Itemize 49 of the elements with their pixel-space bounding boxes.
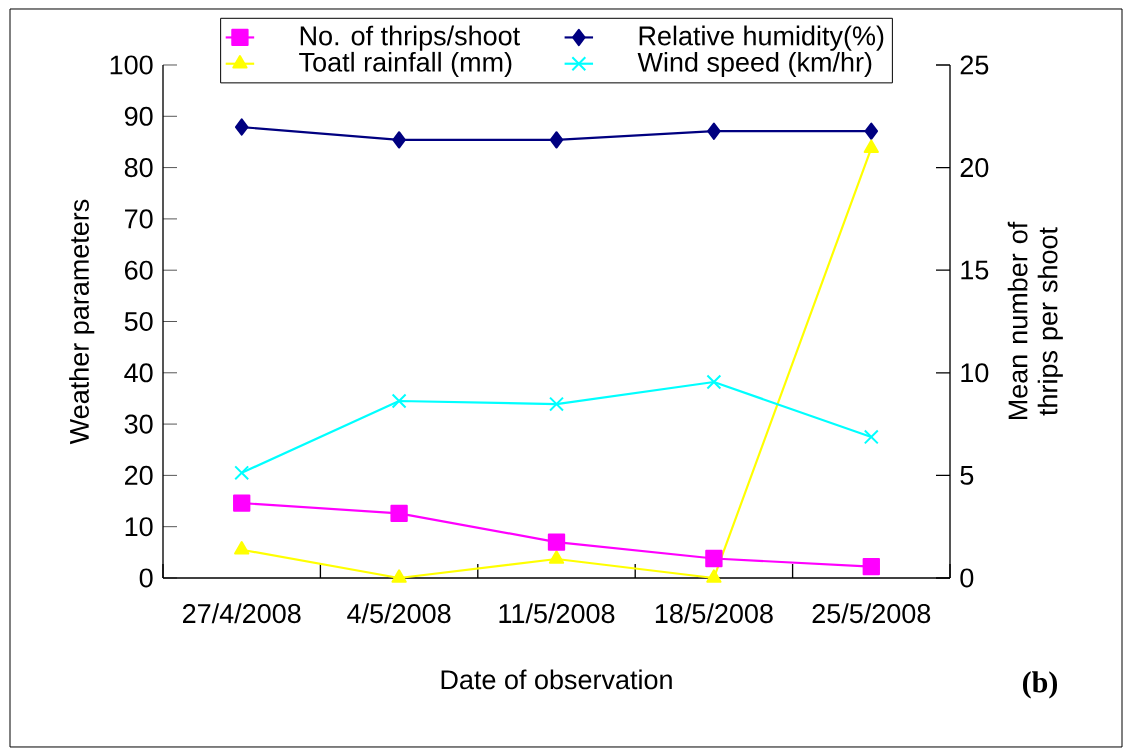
y2-tick-label: 25 (960, 55, 989, 75)
x-tick-label: 11/5/2008 (499, 603, 615, 624)
y-tick-label: 100 (110, 55, 153, 75)
x-tick-label: 27/4/2008 (183, 603, 301, 624)
y-tick-label: 0 (139, 568, 153, 588)
legend-label: No. of thrips/shoot (300, 25, 520, 51)
point (392, 131, 406, 149)
y2-tick-label: 15 (961, 260, 989, 280)
legend-label: Wind speed (km/hr) (637, 51, 872, 78)
point (549, 396, 564, 412)
point (864, 122, 879, 140)
text: (b) (1022, 671, 1058, 699)
y-tick-label: 10 (125, 517, 153, 537)
y-tick-label: 30 (124, 414, 153, 434)
point (863, 429, 879, 445)
point (234, 118, 249, 136)
point (234, 465, 250, 481)
y2-tick-label: 5 (960, 465, 974, 485)
point (391, 393, 407, 409)
x-tick-label: 18/5/2008 (655, 603, 773, 624)
x-axis-title: Date of observation (441, 669, 672, 690)
point (707, 122, 721, 140)
y2-tick-label: 0 (960, 568, 974, 588)
y-tick-label: 60 (125, 260, 153, 280)
x-tick-label: 25/5/2008 (812, 603, 931, 624)
point (862, 558, 880, 576)
y-tick-label: 20 (125, 465, 153, 485)
y2-axis-title: Mean number of thrips per shoot (1007, 221, 1063, 420)
legend-label: Toatl rainfall (mm) (299, 51, 512, 78)
point (706, 569, 722, 583)
x-tick-label: 4/5/2008 (347, 603, 451, 624)
point (705, 549, 723, 568)
point (547, 533, 566, 551)
y-tick-label: 70 (125, 209, 153, 229)
y2-tick-label: 20 (960, 158, 989, 178)
point (234, 541, 250, 555)
point (233, 494, 251, 512)
point (390, 504, 408, 523)
y-axis-title: Weather parameters (69, 199, 95, 445)
y-tick-label: 90 (124, 106, 153, 126)
y-tick-label: 40 (124, 363, 153, 383)
y2-tick-label: 10 (961, 363, 989, 383)
point (549, 131, 564, 149)
point (391, 569, 407, 583)
y-tick-label: 50 (124, 311, 153, 332)
legend-label: Relative humidity(%) (639, 25, 884, 51)
y-tick-label: 80 (124, 158, 153, 178)
point (548, 550, 565, 564)
point (706, 374, 722, 390)
